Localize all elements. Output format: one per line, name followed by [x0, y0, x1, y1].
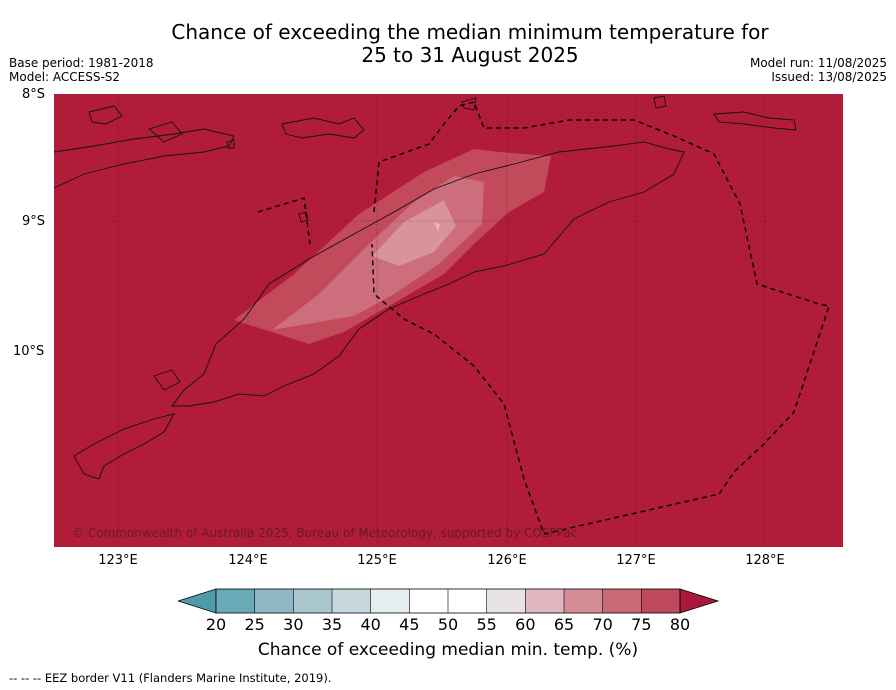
base-period: Base period: 1981-2018 — [9, 56, 154, 70]
colorbar-bin — [564, 589, 603, 613]
colorbar-bins — [216, 589, 681, 613]
colorbar-tick-label: 30 — [283, 615, 304, 634]
colorbar-over-arrow — [679, 588, 720, 614]
colorbar-bin — [216, 589, 255, 613]
colorbar-tick-label: 45 — [399, 615, 420, 634]
colorbar-bin — [448, 589, 487, 613]
colorbar-tick-label: 20 — [205, 615, 227, 634]
eez-footnote: -- -- -- EEZ border V11 (Flanders Marine… — [9, 671, 332, 685]
colorbar-bin — [641, 589, 681, 613]
wetar-coast — [713, 111, 797, 131]
colorbar-tick-label: 40 — [360, 615, 381, 634]
colorbar-bin — [486, 589, 526, 613]
contour-65 — [372, 200, 456, 266]
contour-white-spot — [434, 222, 440, 232]
colorbar-tick-label: 60 — [515, 615, 536, 634]
eez-border — [257, 101, 830, 535]
colorbar-tick-label: 75 — [631, 615, 652, 634]
colorbar-tick-label: 70 — [592, 615, 613, 634]
colorbar-bin — [254, 589, 294, 613]
title-line-2: 25 to 31 August 2025 — [361, 43, 579, 67]
lat-label-9s: 9°S — [22, 214, 46, 229]
colorbar-outline — [215, 588, 681, 614]
lon-label-125e: 125°E — [357, 553, 397, 568]
sumba-coast — [73, 413, 175, 480]
meta-left: Base period: 1981-2018 Model: ACCESS-S2 — [9, 56, 154, 84]
model-run: Model run: 11/08/2025 — [749, 56, 887, 70]
colorbar-bin — [370, 589, 410, 613]
copyright-notice: © Commonwealth of Australia 2025, Bureau… — [72, 526, 578, 540]
colorbar-label: Chance of exceeding median min. temp. (%… — [257, 640, 639, 660]
lat-label-8s: 8°S — [22, 87, 46, 102]
small-island-3 — [653, 95, 667, 109]
alor-coast — [281, 117, 365, 139]
small-island-4 — [298, 211, 309, 223]
lon-label-128e: 128°E — [745, 553, 785, 568]
graticule — [54, 94, 843, 547]
lon-label-124e: 124°E — [228, 553, 268, 568]
colorbar-tick-label: 35 — [321, 615, 343, 634]
colorbar-tick-label: 25 — [244, 615, 265, 634]
title-line-1: Chance of exceeding the median minimum t… — [171, 20, 769, 44]
colorbar-tick-label: 50 — [437, 615, 459, 634]
colorbar-under-arrow — [178, 588, 217, 614]
small-island-6 — [226, 139, 235, 149]
colorbar-tick-label: 80 — [669, 615, 691, 634]
colorbar-bin — [293, 589, 333, 613]
lon-label-123e: 123°E — [98, 553, 138, 568]
colorbar-bin — [409, 589, 449, 613]
forecast-map — [54, 94, 843, 547]
savu-coast — [153, 369, 181, 391]
colorbar — [178, 588, 720, 614]
colorbar-bin — [332, 589, 371, 613]
lon-label-127e: 127°E — [616, 553, 656, 568]
lat-label-10s: 10°S — [13, 344, 45, 359]
meta-right: Model run: 11/08/2025 Issued: 13/08/2025 — [750, 56, 887, 84]
colorbar-bin — [525, 589, 565, 613]
colorbar-tick-label: 55 — [476, 615, 497, 634]
lon-label-126e: 126°E — [487, 553, 527, 568]
small-island-5 — [461, 97, 477, 111]
issued-date: Issued: 13/08/2025 — [771, 70, 887, 84]
model-name: Model: ACCESS-S2 — [9, 70, 121, 84]
small-island-2 — [148, 121, 183, 143]
timor-coast — [171, 141, 685, 407]
colorbar-tick-label: 65 — [553, 615, 575, 634]
colorbar-bin — [602, 589, 642, 613]
coastlines — [54, 95, 797, 480]
small-island-1 — [88, 105, 123, 125]
